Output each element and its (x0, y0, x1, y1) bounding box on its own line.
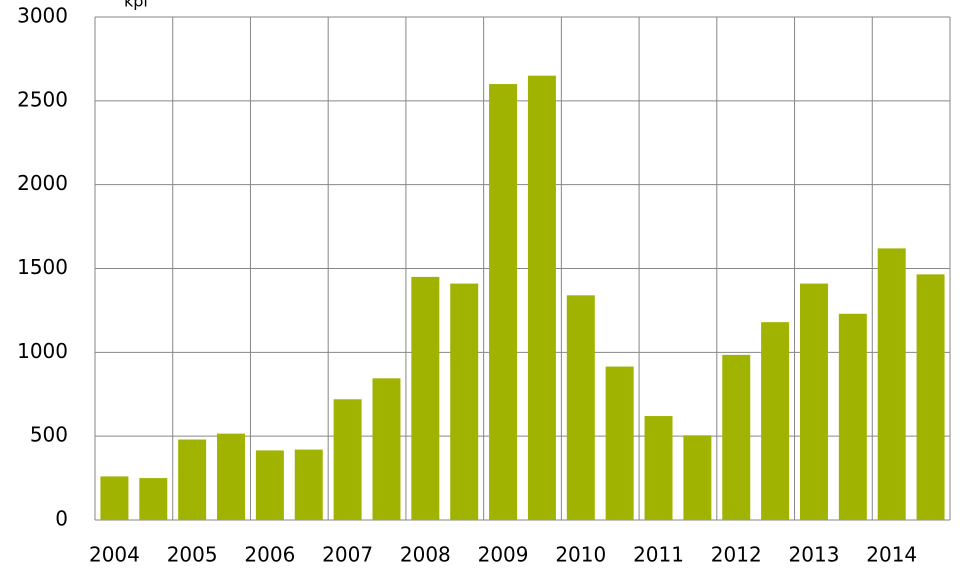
bar (489, 84, 518, 521)
bar (450, 283, 479, 520)
bar (644, 416, 673, 520)
x-tick-label: 2011 (633, 543, 684, 567)
bar (722, 354, 751, 520)
y-tick-label: 500 (30, 423, 68, 447)
bar (527, 75, 556, 520)
bar (877, 248, 906, 520)
x-tick-label: 2010 (555, 543, 606, 567)
bar (217, 433, 246, 520)
x-tick-label: 2006 (244, 543, 295, 567)
bar (372, 378, 401, 520)
x-tick-label: 2013 (789, 543, 840, 567)
x-tick-label: 2004 (89, 543, 140, 567)
bar (333, 399, 362, 520)
bar (178, 439, 207, 520)
bar (139, 478, 168, 520)
x-tick-label: 2009 (478, 543, 529, 567)
y-tick-label: 0 (55, 507, 68, 531)
bar (566, 295, 595, 520)
bar (838, 313, 867, 520)
bar (100, 476, 129, 520)
x-tick-label: 2007 (322, 543, 373, 567)
bar (294, 449, 323, 520)
bar (605, 366, 634, 520)
bar (761, 322, 790, 520)
x-tick-label: 2005 (167, 543, 218, 567)
bar (916, 274, 945, 520)
bar (255, 450, 284, 520)
y-tick-label: 1500 (17, 255, 68, 279)
y-tick-label: 3000 (17, 4, 68, 28)
unit-label: kpl (124, 0, 148, 11)
x-tick-label: 2012 (711, 543, 762, 567)
bar (683, 435, 712, 520)
y-tick-label: 2500 (17, 87, 68, 111)
y-tick-label: 1000 (17, 339, 68, 363)
bar (411, 276, 440, 520)
x-tick-label: 2008 (400, 543, 451, 567)
x-tick-label: 2014 (866, 543, 917, 567)
bar (799, 283, 828, 520)
y-tick-label: 2000 (17, 171, 68, 195)
